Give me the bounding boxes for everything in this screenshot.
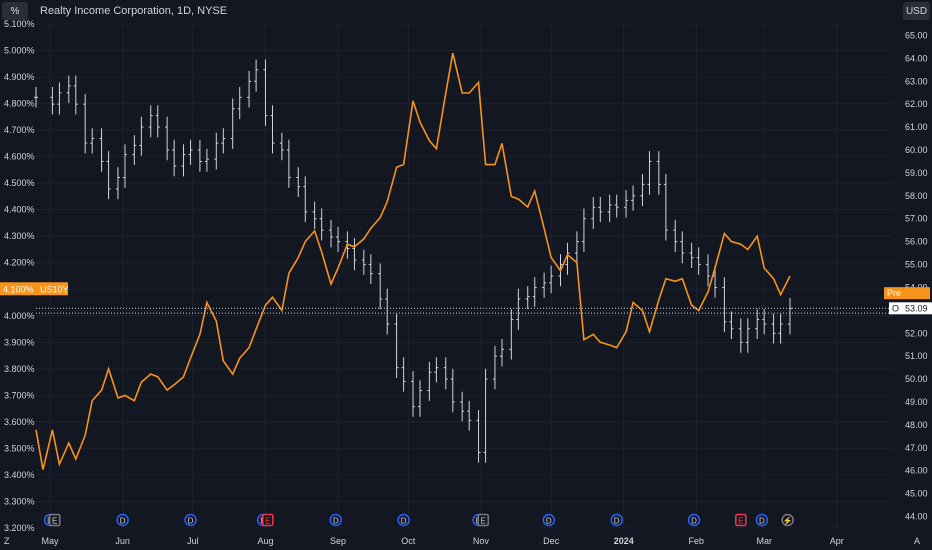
event-marker-label: E: [738, 517, 743, 526]
dividend-marker-icon: [329, 513, 342, 527]
yield-tag-name: US10Y: [40, 284, 69, 294]
right-tick-label: 49.00: [905, 397, 928, 407]
currency-scale-button[interactable]: USD: [903, 2, 930, 20]
x-tick-label: Mar: [756, 536, 772, 546]
left-tick-label: 3.300%: [4, 496, 35, 506]
earnings-marker-icon: [477, 513, 489, 527]
right-tick-label: 47.00: [905, 443, 928, 453]
pre-tag-label: Pre: [887, 288, 901, 298]
right-tick-label: 44.00: [905, 512, 928, 522]
event-marker-label: D: [188, 517, 194, 526]
left-tick-label: 4.200%: [4, 258, 35, 268]
dividend-marker-icon: [542, 513, 556, 527]
left-tick-label: 4.400%: [4, 205, 35, 215]
right-tick-label: 60.00: [905, 145, 928, 155]
event-marker-label: D: [333, 517, 339, 526]
dividend-marker-icon: [184, 513, 197, 527]
left-tick-label: 4.500%: [4, 178, 35, 188]
right-tick-label: 52.00: [905, 328, 928, 338]
left-tick-label: 3.400%: [4, 470, 35, 480]
x-tick-label: Jul: [187, 536, 199, 546]
left-tick-label: 3.900%: [4, 337, 35, 347]
yield-tag: [0, 282, 68, 296]
right-tick-label: 65.00: [905, 30, 928, 40]
right-tick-label: 59.00: [905, 168, 928, 178]
dividend-marker-icon: [397, 513, 410, 527]
left-tick-label: 5.100%: [4, 19, 35, 29]
event-marker-label: D: [546, 517, 552, 526]
right-tick-label: 62.00: [905, 99, 928, 109]
event-marker-label: D: [614, 517, 620, 526]
event-marker-label: D: [120, 517, 126, 526]
left-tick-label: 4.000%: [4, 311, 35, 321]
price-value-label: 53.09: [905, 303, 928, 313]
left-tick-label: 3.800%: [4, 364, 35, 374]
pre-tag: [884, 287, 930, 300]
left-tick-label: 3.500%: [4, 443, 35, 453]
x-tick-label: Feb: [689, 536, 705, 546]
us10y-line: [35, 53, 791, 470]
left-tick-label: 4.300%: [4, 231, 35, 241]
event-marker-label: D: [759, 517, 765, 526]
x-tick-label: Aug: [257, 536, 273, 546]
right-tick-label: 63.00: [905, 76, 928, 86]
event-marker-label: D: [401, 517, 407, 526]
x-tick-label: Nov: [473, 536, 490, 546]
event-marker-label: E: [481, 517, 486, 526]
x-tick-label: Apr: [830, 536, 844, 546]
event-marker-label: D: [691, 517, 697, 526]
x-tick-label: Jun: [115, 536, 130, 546]
dividend-marker-icon: [610, 513, 623, 527]
dividend-marker-icon: [755, 513, 769, 527]
split-marker-icon: [781, 513, 794, 527]
event-marker-label: E: [52, 517, 57, 526]
earnings-marker-icon: [262, 513, 274, 527]
x-tick-label: Sep: [330, 536, 346, 546]
right-tick-label: 48.00: [905, 420, 928, 430]
price-symbol-label: O: [892, 303, 899, 313]
left-tick-label: 3.600%: [4, 417, 35, 427]
dividend-marker-icon: [116, 513, 129, 527]
yield-tag-value: 4.100%: [3, 284, 34, 294]
left-tick-label: 4.600%: [4, 152, 35, 162]
left-tick-label: 5.000%: [4, 46, 35, 56]
chart-title: Realty Income Corporation, 1D, NYSE: [40, 5, 228, 17]
left-tick-label: 3.700%: [4, 390, 35, 400]
left-tick-label: 4.900%: [4, 72, 35, 82]
dividend-marker-icon: [687, 513, 701, 527]
x-tick-label: Oct: [401, 536, 416, 546]
corner-label-left: Z: [4, 536, 10, 546]
x-tick-label: 2024: [614, 536, 634, 546]
earnings-marker-icon: [735, 513, 747, 527]
right-tick-label: 57.00: [905, 214, 928, 224]
right-tick-label: 50.00: [905, 374, 928, 384]
event-marker-label: E: [265, 517, 270, 526]
left-tick-label: 3.200%: [4, 523, 35, 533]
percent-scale-button[interactable]: %: [2, 2, 28, 20]
event-marker-label: ⚡: [783, 516, 793, 526]
right-tick-label: 61.00: [905, 122, 928, 132]
right-tick-label: 55.00: [905, 260, 928, 270]
left-tick-label: 4.700%: [4, 125, 35, 135]
x-tick-label: May: [42, 536, 60, 546]
corner-label-right: A: [914, 536, 920, 546]
x-tick-label: Dec: [543, 536, 560, 546]
price-value-tag: [903, 302, 932, 315]
right-tick-label: 56.00: [905, 237, 928, 247]
price-symbol-tag: [889, 302, 903, 315]
right-tick-label: 58.00: [905, 191, 928, 201]
right-tick-label: 51.00: [905, 351, 928, 361]
right-tick-label: 64.00: [905, 53, 928, 63]
right-tick-label: 46.00: [905, 466, 928, 476]
left-tick-label: 4.800%: [4, 99, 35, 109]
earnings-marker-icon: [48, 513, 61, 527]
right-tick-label: 45.00: [905, 489, 928, 499]
